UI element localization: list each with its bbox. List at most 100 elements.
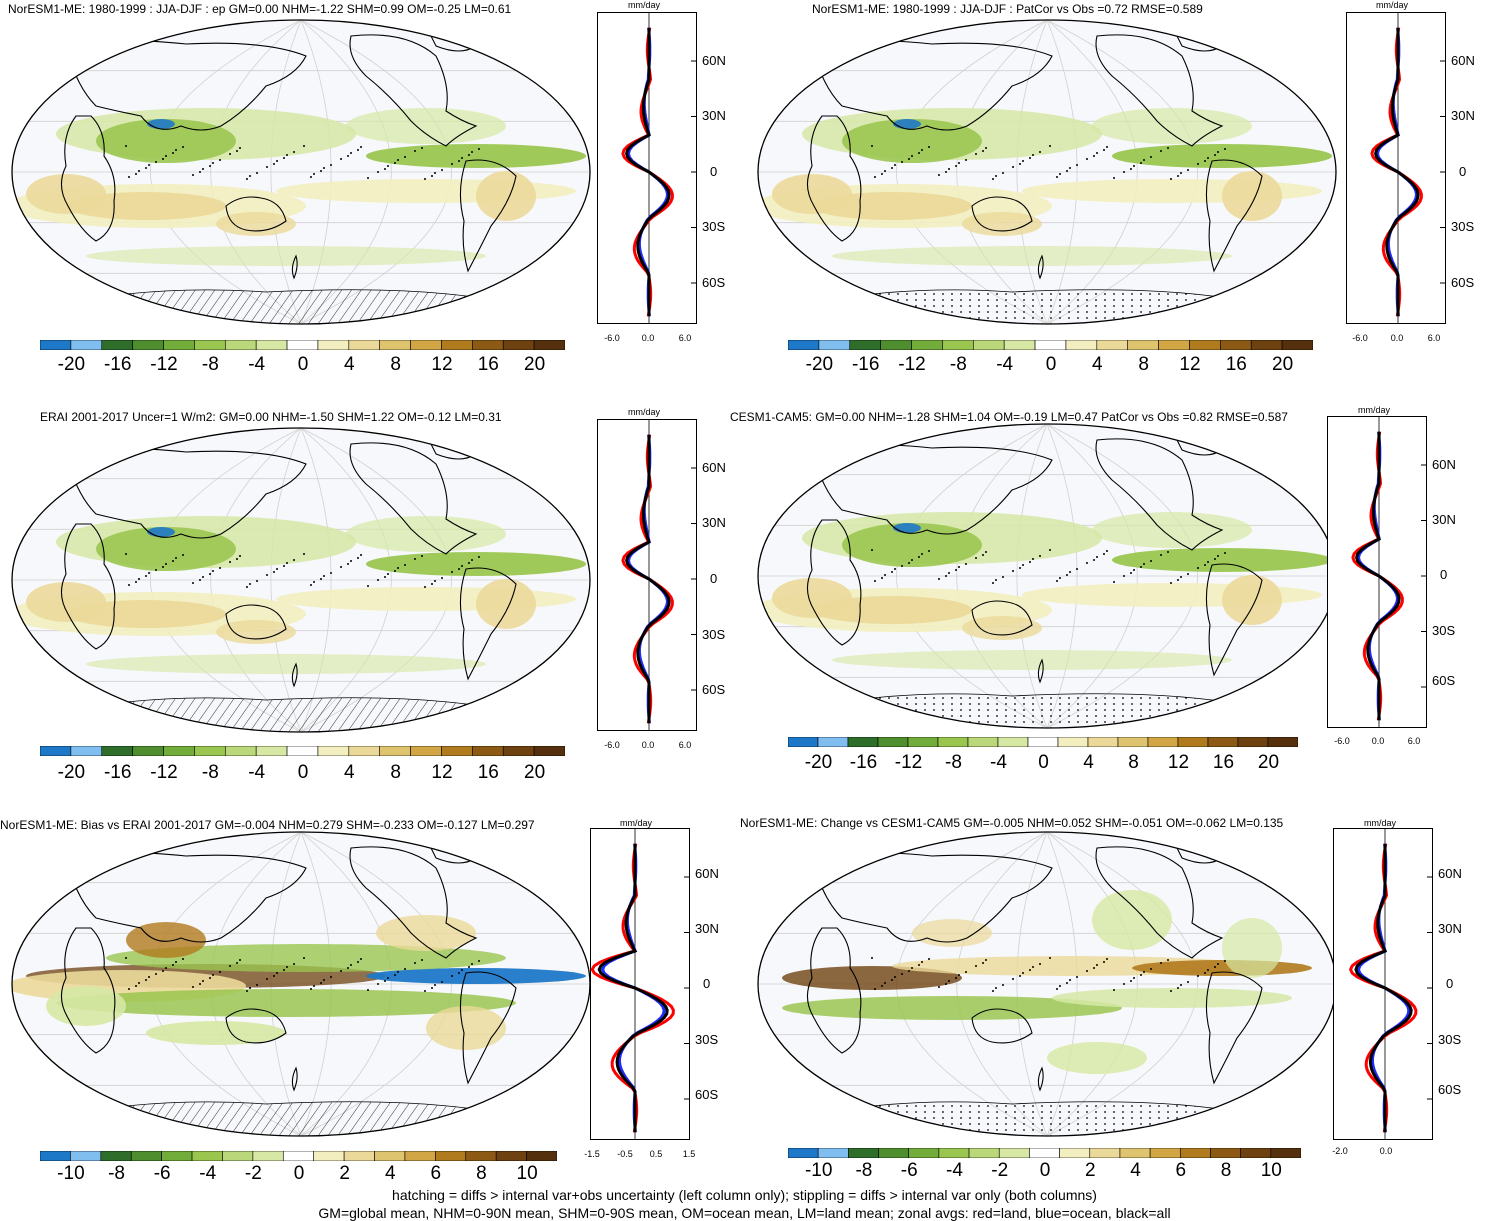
stipple-dot [138,578,140,580]
meridian-line [300,20,452,324]
stipple-dot [965,971,967,973]
stipple-dot [1106,550,1108,552]
colorbar-tick-label: 8 [476,1163,487,1184]
continent-outline [291,662,298,688]
stipple-dot [135,173,137,175]
colorbar-swatch [70,1151,102,1161]
stipple-dot [938,578,940,580]
stipple-dot [894,976,896,978]
stipple-dot [293,151,295,153]
stipple-dot [918,152,920,154]
stipple-dot [1204,972,1206,974]
stipple-dot [918,556,920,558]
colorbar-swatch [224,340,257,350]
precip-anomaly [1092,108,1252,144]
stipple-dot [1224,552,1226,554]
precip-anomaly [1222,918,1282,978]
colorbar-swatch [502,340,535,350]
stipple-dot [921,149,923,151]
continent-outline [60,115,116,242]
stipple-dot [1066,574,1068,576]
stipple-dot [891,979,893,981]
stipple-dot [458,972,460,974]
lat-label: 60N [1432,457,1456,472]
colorbar-labels: -20 -16 -12 -8 -4 0 4 8 12 16 20 [40,354,565,380]
panel-title: NorESM1-ME: Bias vs ERAI 2001-2017 GM=-0… [0,818,535,832]
colorbar-swatch [441,340,473,350]
stipple-dot [1207,157,1209,159]
colorbar-tick-label: -20 [57,354,86,375]
colorbar-tick-label: 8 [1128,752,1139,773]
stipple-dot [431,583,433,585]
colorbar-swatch [163,340,195,350]
continent-outline [806,115,862,242]
x-tick-label: 6.0 [678,740,692,750]
stipple-dot [182,554,184,556]
stipple-dot [1150,968,1152,970]
colorbar-swatch [348,340,381,350]
stipple-dot [945,171,947,173]
colorbar-tick-label: 20 [524,762,546,783]
colorbar [788,737,1298,747]
lat-label: 60S [1432,673,1456,688]
colorbar-tick-label: -8 [201,354,219,375]
stipple-dot [478,556,480,558]
precip-anomaly [1222,575,1282,625]
lat-label: 0 [1440,567,1448,582]
colorbar-swatch [132,746,164,756]
precip-anomaly [366,968,586,984]
stipple-dot [310,584,312,586]
colorbar-swatch [191,1151,223,1161]
continent-outline [806,519,862,646]
lat-label: 30S [1432,623,1456,638]
stipple-dot [276,160,278,162]
stipple-dot [125,145,127,147]
precip-anomaly [426,1006,506,1050]
colorbar-swatch [374,1151,406,1161]
colorbar-tick-label: -12 [150,354,178,375]
colorbar-tick-label: -20 [57,762,86,783]
world-map [11,427,591,733]
colorbar-swatch [938,1148,970,1158]
stipple-dot [313,985,315,987]
continent-outline [349,846,478,959]
colorbar-swatch [942,340,974,350]
stipple-dot [1224,148,1226,150]
colorbar-swatch [465,1151,497,1161]
stipple-dot [1022,972,1024,974]
stipple-dot [1197,975,1199,977]
profile-unit: mm/day [1358,405,1391,415]
stipple-dot [1022,564,1024,566]
stipple-dot [975,153,977,155]
continent-outline [811,39,1053,131]
colorbar-swatch [1087,737,1119,747]
stipple-dot [451,571,453,573]
colorbar-swatch [998,1148,1030,1158]
stipple-dot [901,973,903,975]
stipple-dot [421,555,423,557]
precip-anomaly [26,174,106,214]
colorbar-tick-label: 8 [1138,354,1149,375]
stipple-dot [357,961,359,963]
stipple-dot [377,579,379,581]
stipple-dot [911,967,913,969]
stipple-dot [1019,567,1021,569]
stipple-dot [1106,146,1108,148]
stipple-dot [1029,969,1031,971]
all-profile-line [1374,27,1420,317]
precip-anomaly [893,523,921,533]
stipple-dot [1049,957,1051,959]
stipple-dot [367,177,369,179]
stipple-dot [1103,553,1105,555]
colorbar-swatch [1270,1148,1301,1158]
colorbar-swatch [101,340,133,350]
x-tick-label: -6.0 [1352,333,1368,343]
stipple-dot [148,164,150,166]
map-content [12,428,590,732]
stipple-dot [424,178,426,180]
stipple-dot [394,570,396,572]
stipple-dot [340,158,342,160]
colorbar-tick-label: -16 [849,752,878,773]
stipple-dot [1197,163,1199,165]
continent-outline [60,523,116,650]
